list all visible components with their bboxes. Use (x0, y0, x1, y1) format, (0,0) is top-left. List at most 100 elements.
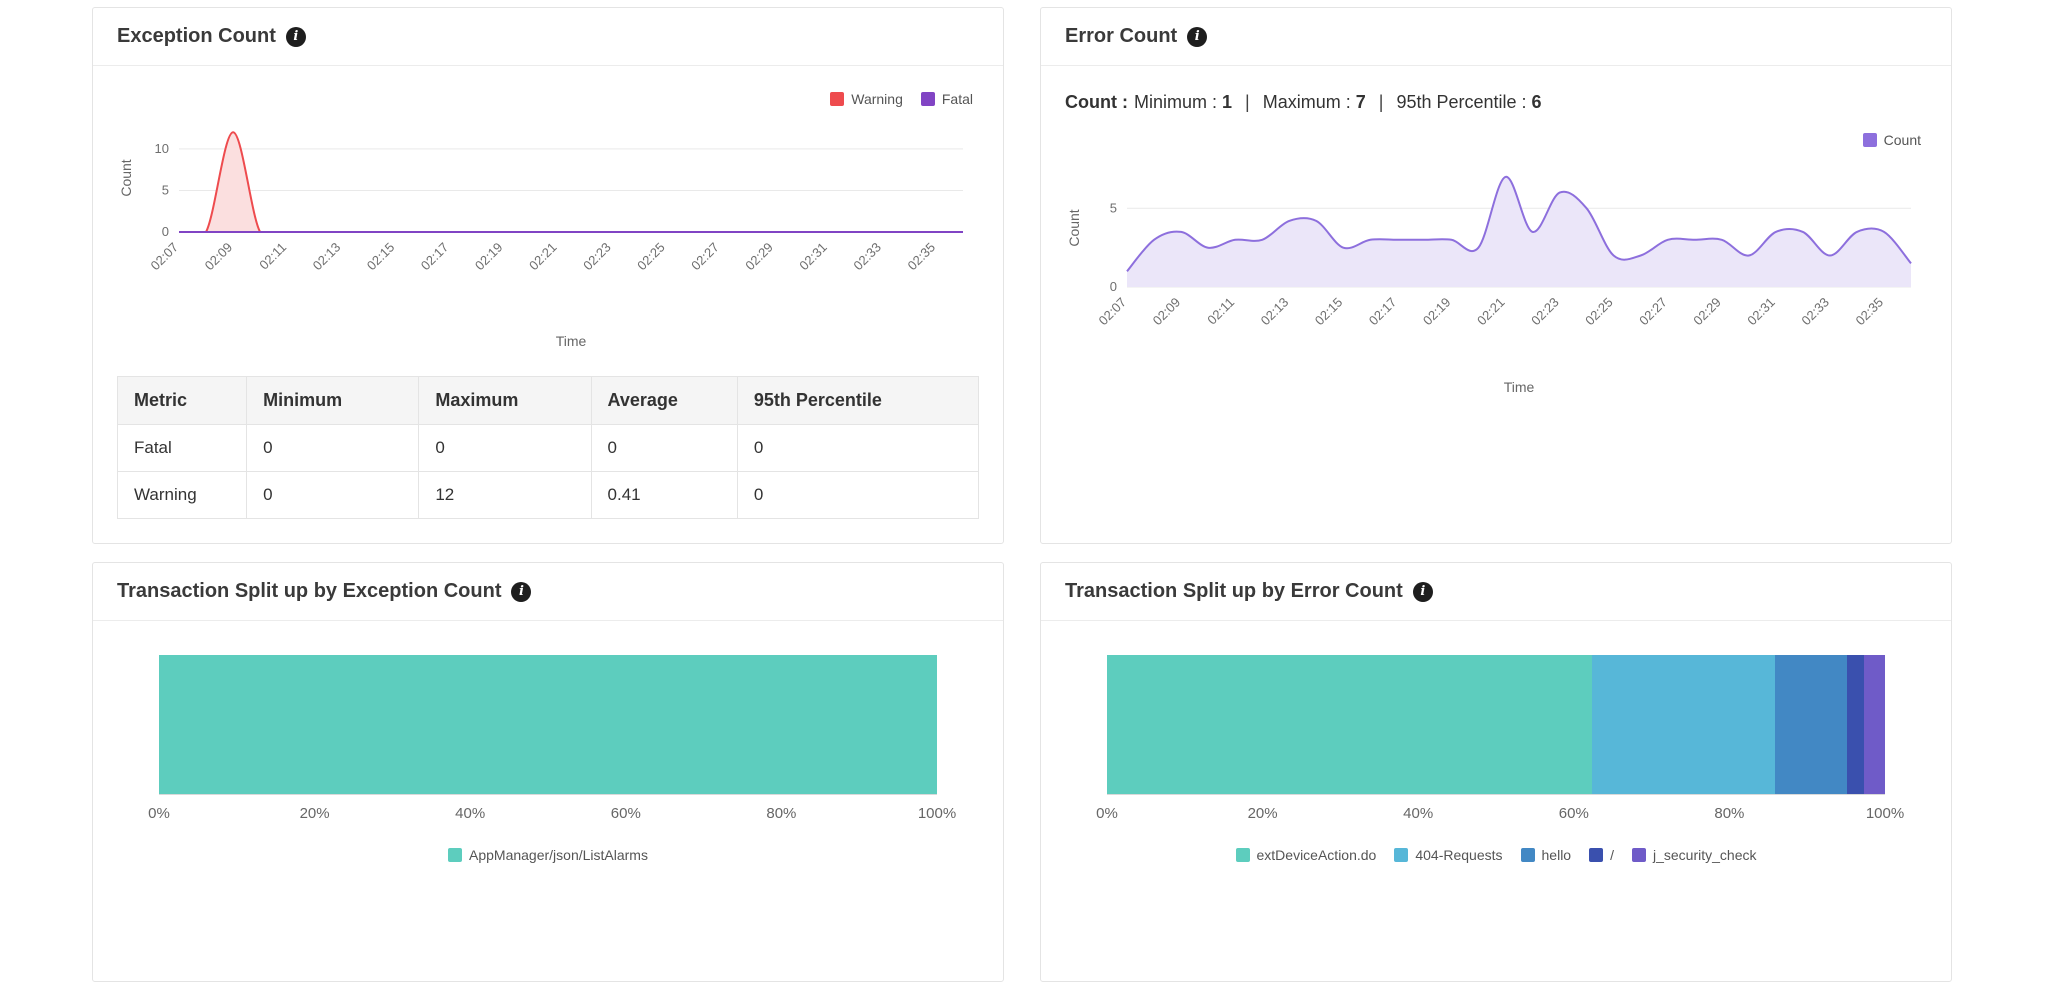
axis-tick: 20% (1247, 805, 1278, 822)
exception-chart-legend: Warning Fatal (117, 88, 973, 110)
svg-text:02:07: 02:07 (148, 240, 182, 274)
panel-title-exception-count: Exception Count (117, 25, 276, 47)
legend-label: AppManager/json/ListAlarms (469, 847, 648, 863)
legend-item-item[interactable]: / (1589, 847, 1614, 863)
bottom-row: Transaction Split up by Exception Count … (92, 562, 1952, 982)
svg-text:02:29: 02:29 (742, 240, 776, 274)
info-icon[interactable]: i (1187, 26, 1208, 47)
legend-label: / (1610, 847, 1614, 863)
bar-segment-404-requests[interactable] (1592, 655, 1775, 794)
svg-text:02:19: 02:19 (1420, 295, 1454, 329)
legend-swatch (1589, 848, 1604, 862)
legend-swatch (830, 92, 845, 106)
table-cell: 0 (246, 471, 420, 519)
legend-item-404-requests[interactable]: 404-Requests (1394, 847, 1503, 863)
svg-text:Count: Count (118, 159, 134, 196)
axis-tick: 60% (1558, 805, 1589, 822)
top-row: Exception Count i Warning Fatal 0 5 10 02:07… (92, 7, 1952, 544)
svg-text:02:35: 02:35 (1853, 295, 1887, 329)
svg-text:02:19: 02:19 (472, 240, 506, 274)
error-count-chart[interactable]: 0 5 02:07 02:09 02:11 02:13 02:15 02:17 02:19 02:… (1065, 155, 1927, 400)
svg-text:02:17: 02:17 (418, 240, 452, 274)
legend-item-fatal[interactable]: Fatal (920, 91, 973, 107)
exception-count-chart[interactable]: 0 5 10 02:07 02:09 02:11 02:13 02:15 02:17 02:19 0… (117, 114, 979, 354)
legend-item-j-security-check[interactable]: j_security_check (1632, 847, 1757, 863)
panel-header: Transaction Split up by Exception Count … (93, 563, 1003, 621)
error-split-legend: extDeviceAction.do 404-Requests hello / j_se… (1065, 847, 1927, 863)
legend-swatch (1862, 133, 1877, 147)
panel-body: 0% 20% 40% 60% 80% 100% AppManager/json/ListA… (93, 621, 1003, 887)
svg-text:02:33: 02:33 (1798, 295, 1832, 329)
svg-text:02:15: 02:15 (364, 240, 398, 274)
svg-text:02:25: 02:25 (1582, 295, 1616, 329)
axis-tick: 80% (1714, 805, 1745, 822)
axis-tick: 0% (148, 805, 170, 822)
legend-label: j_security_check (1653, 847, 1757, 863)
svg-text:Count: Count (1066, 209, 1082, 246)
svg-text:02:31: 02:31 (796, 240, 830, 274)
bar-segment-hello[interactable] (1774, 655, 1847, 794)
legend-item-count[interactable]: Count (1862, 132, 1921, 148)
svg-text:02:11: 02:11 (256, 240, 289, 273)
axis-tick: 80% (766, 805, 797, 822)
legend-label: Count (1883, 132, 1921, 148)
legend-item-warning[interactable]: Warning (830, 91, 903, 107)
panel-error-count: Error Count i Count : Minimum : 1 | Maxim… (1040, 7, 1952, 544)
info-icon[interactable]: i (1412, 581, 1433, 602)
info-icon[interactable]: i (511, 581, 532, 602)
table-cell: 0 (418, 424, 592, 472)
bar-segment-j-security-check[interactable] (1863, 655, 1885, 794)
svg-text:02:33: 02:33 (850, 240, 884, 274)
svg-text:02:09: 02:09 (1150, 295, 1184, 329)
panel-transaction-split-error: Transaction Split up by Error Count i 0%… (1040, 562, 1952, 982)
table-cell: Warning (116, 471, 248, 519)
panel-exception-count: Exception Count i Warning Fatal 0 5 10 02:07… (92, 7, 1004, 544)
bar-segment-appmanager-json-listalarms[interactable] (159, 655, 937, 794)
svg-text:02:27: 02:27 (1636, 295, 1670, 329)
legend-label: 404-Requests (1415, 847, 1503, 863)
bar-segment-extdeviceaction-do[interactable] (1107, 655, 1593, 794)
table-cell: Fatal (116, 424, 248, 472)
legend-swatch (1520, 848, 1535, 862)
panel-header: Exception Count i (93, 8, 1003, 66)
table-cell: 0 (736, 471, 980, 519)
table-cell: 0 (736, 424, 980, 472)
legend-swatch (920, 92, 935, 106)
exception-split-bar (159, 655, 937, 795)
svg-text:5: 5 (1110, 200, 1117, 215)
table-header-row: Metric Minimum Maximum Average 95th Percenti… (116, 376, 980, 425)
legend-label: extDeviceAction.do (1256, 847, 1377, 863)
legend-swatch (1632, 848, 1646, 862)
svg-text:Time: Time (556, 333, 587, 349)
legend-item-hello[interactable]: hello (1520, 847, 1571, 863)
svg-text:02:09: 02:09 (202, 240, 236, 274)
table-cell: 0 (590, 424, 738, 472)
axis-tick: 20% (299, 805, 330, 822)
exception-split-axis: 0% 20% 40% 60% 80% 100% (148, 795, 956, 825)
summary-stat-95th-percentile: 95th Percentile : 6 (1396, 92, 1542, 112)
axis-tick: 40% (455, 805, 486, 822)
exception-stats-table: Metric Minimum Maximum Average 95th Percenti… (116, 376, 980, 519)
svg-text:02:13: 02:13 (310, 240, 344, 274)
legend-item-appmanager-json-listalarms[interactable]: AppManager/json/ListAlarms (448, 847, 648, 863)
summary-metric-label: Count : (1065, 92, 1128, 112)
svg-text:0: 0 (162, 224, 169, 239)
svg-text:02:11: 02:11 (1204, 295, 1237, 328)
table-header-95th-percentile: 95th Percentile (736, 376, 980, 425)
svg-text:10: 10 (155, 141, 169, 156)
legend-item-extdeviceaction-do[interactable]: extDeviceAction.do (1235, 847, 1377, 863)
legend-swatch (1394, 848, 1409, 862)
svg-text:02:21: 02:21 (526, 240, 560, 274)
bar-segment-item[interactable] (1846, 655, 1864, 794)
axis-tick: 100% (1865, 805, 1905, 822)
svg-text:02:17: 02:17 (1366, 295, 1400, 329)
svg-text:5: 5 (162, 183, 169, 198)
table-header-average: Average (590, 376, 738, 425)
info-icon[interactable]: i (285, 26, 306, 47)
svg-text:02:35: 02:35 (905, 240, 939, 274)
table-header-metric: Metric (116, 376, 248, 425)
error-chart-legend: Count (1065, 129, 1921, 151)
panel-transaction-split-exception: Transaction Split up by Exception Count … (92, 562, 1004, 982)
svg-text:02:07: 02:07 (1096, 295, 1130, 329)
svg-text:02:13: 02:13 (1258, 295, 1292, 329)
